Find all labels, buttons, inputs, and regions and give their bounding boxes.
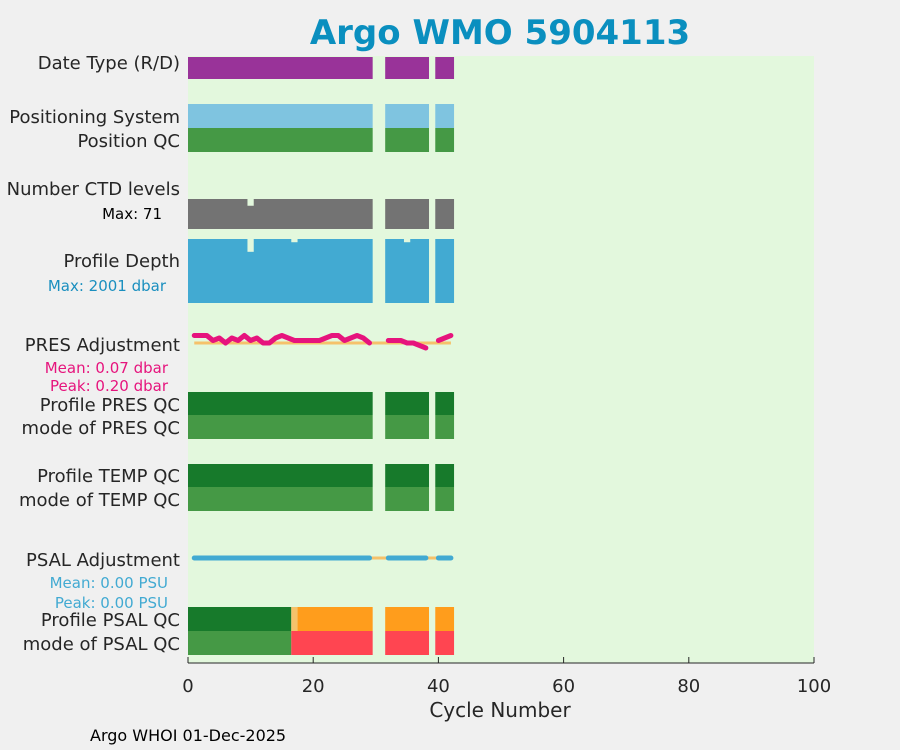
position-qc-bar-segment [435,128,455,152]
profile-psal-qc-bar-segment [291,607,298,631]
mode-psal-qc-bar-segment [291,631,373,655]
number-ctd-levels-dip [247,199,254,206]
chart-title: Argo WMO 5904113 [310,13,690,53]
x-tick-label: 80 [677,676,700,697]
plot-area [188,56,814,663]
number-ctd-levels-bar-segment [385,199,430,229]
profile-pres-qc-bar-segment [435,392,455,415]
positioning-system-bar-segment [188,104,373,128]
profile-depth-bar-segment [435,239,455,303]
profile-depth-label: Profile Depth [63,251,180,272]
positioning-system-bar-segment [435,104,455,128]
profile-pres-qc-bar-segment [188,392,373,415]
position-qc-label: Position QC [77,131,180,152]
date-type-bar-segment [435,57,455,79]
date-type-label: Date Type (R/D) [38,53,180,74]
profile-psal-qc-label: Profile PSAL QC [41,610,180,631]
mode-psal-qc-bar-segment [435,631,455,655]
mode-temp-qc-bar-segment [188,487,373,511]
x-axis-label: Cycle Number [429,698,571,722]
profile-depth-bar-segment [188,239,373,303]
psal-adjustment-peak: Peak: 0.00 PSU [55,594,168,612]
profile-temp-qc-bar-segment [188,464,373,487]
mode-temp-qc-bar-segment [435,487,455,511]
pres-adjustment-peak: Peak: 0.20 dbar [50,377,169,395]
profile-pres-qc-bar-segment [385,392,430,415]
profile-psal-qc-bar-segment [435,607,455,631]
mode-psal-qc-label: mode of PSAL QC [23,634,180,655]
x-tick-label: 40 [427,676,450,697]
profile-temp-qc-label: Profile TEMP QC [37,466,180,487]
pres-adjustment-label: PRES Adjustment [25,335,180,356]
x-tick-label: 60 [552,676,575,697]
profile-depth-dip [403,239,411,243]
positioning-system-bar-segment [385,104,430,128]
pres-adjustment-series-line [385,338,429,351]
profile-depth-sublabel: Max: 2001 dbar [48,277,167,295]
profile-temp-qc-bar-segment [435,464,455,487]
number-ctd-levels-bar-segment [435,199,455,229]
x-tick-label: 0 [182,676,193,697]
number-ctd-levels-bar-segment [188,199,373,229]
mode-psal-qc-bar-segment [385,631,430,655]
pres-adjustment-mean: Mean: 0.07 dbar [45,359,169,377]
x-tick-label: 20 [302,676,325,697]
mode-pres-qc-bar-segment [188,415,373,439]
x-tick-label: 100 [797,676,831,697]
profile-psal-qc-bar-segment [297,607,373,631]
mode-temp-qc-bar-segment [385,487,430,511]
profile-depth-dip [247,239,254,252]
mode-pres-qc-label: mode of PRES QC [22,418,180,439]
psal-adjustment-mean: Mean: 0.00 PSU [50,574,168,592]
pres-adjustment-series-line [435,333,454,343]
mode-temp-qc-label: mode of TEMP QC [19,490,180,511]
profile-temp-qc-bar-segment [385,464,430,487]
number-ctd-levels-sublabel: Max: 71 [102,205,162,223]
profile-depth-bar-segment [385,239,430,303]
mode-pres-qc-bar-segment [385,415,430,439]
date-type-bar-segment [385,57,430,79]
profile-psal-qc-bar-segment [385,607,430,631]
mode-pres-qc-bar-segment [435,415,455,439]
profile-psal-qc-bar-segment [188,607,292,631]
psal-adjustment-label: PSAL Adjustment [26,550,180,571]
positioning-system-label: Positioning System [9,107,180,128]
footer-credit: Argo WHOI 01-Dec-2025 [90,726,286,745]
profile-depth-dip [291,239,298,243]
date-type-bar-segment [188,57,373,79]
position-qc-bar-segment [385,128,430,152]
mode-psal-qc-bar-segment [188,631,292,655]
position-qc-bar-segment [188,128,373,152]
profile-pres-qc-label: Profile PRES QC [40,395,180,416]
pres-adjustment-series-line [191,333,373,346]
number-ctd-levels-label: Number CTD levels [7,179,180,200]
